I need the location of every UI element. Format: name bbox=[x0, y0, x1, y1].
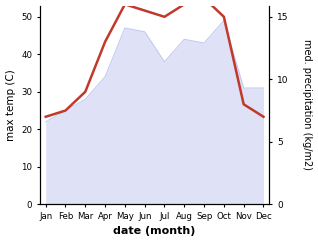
Y-axis label: max temp (C): max temp (C) bbox=[5, 69, 16, 141]
X-axis label: date (month): date (month) bbox=[114, 227, 196, 236]
Y-axis label: med. precipitation (kg/m2): med. precipitation (kg/m2) bbox=[302, 39, 313, 170]
